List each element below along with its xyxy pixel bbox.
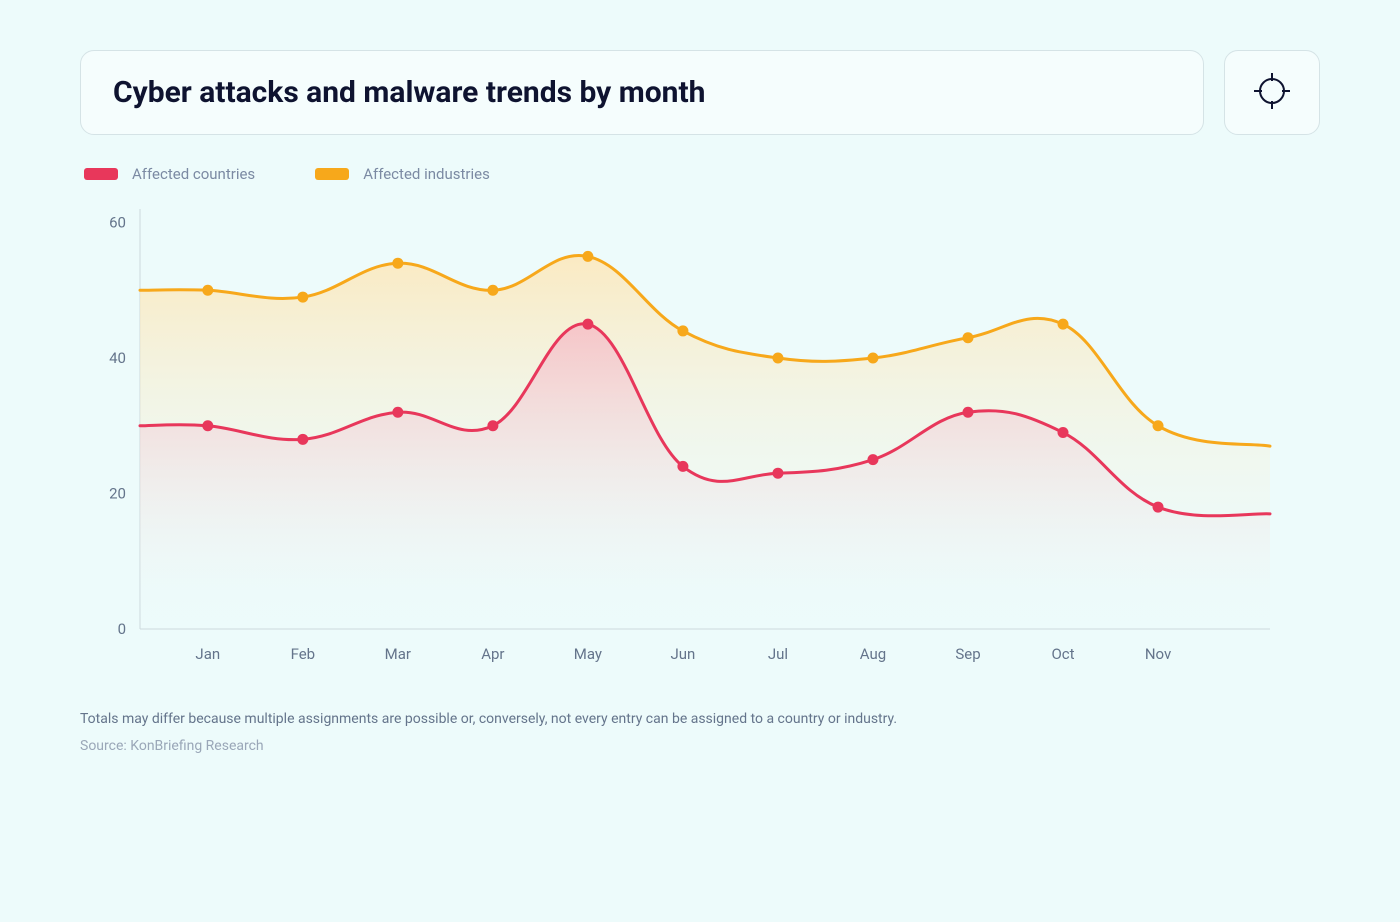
svg-text:20: 20 (109, 485, 126, 503)
chart-container: 0 20 40 60 Jan Feb Mar Apr May Jun Jul Aug Sep Oct Nov (80, 199, 1320, 683)
svg-text:Aug: Aug (860, 645, 886, 663)
crosshair-icon (1252, 71, 1292, 115)
footnote: Totals may differ because multiple assig… (80, 709, 1320, 757)
svg-text:Oct: Oct (1051, 645, 1074, 663)
legend-swatch (315, 168, 349, 180)
legend-swatch (84, 168, 118, 180)
icon-box (1224, 50, 1320, 135)
trends-chart: 0 20 40 60 Jan Feb Mar Apr May Jun Jul Aug Sep Oct Nov (80, 199, 1280, 679)
svg-text:Sep: Sep (955, 645, 980, 663)
svg-text:40: 40 (109, 349, 126, 367)
svg-text:Apr: Apr (481, 645, 504, 663)
svg-text:May: May (574, 645, 602, 663)
footnote-source: Source: KonBriefing Research (80, 736, 1320, 757)
svg-text:60: 60 (109, 214, 126, 232)
header-row: Cyber attacks and malware trends by mont… (80, 50, 1320, 135)
page-title: Cyber attacks and malware trends by mont… (113, 75, 705, 110)
legend-label: Affected countries (132, 165, 255, 183)
svg-text:0: 0 (118, 620, 126, 638)
svg-text:Jun: Jun (670, 645, 695, 663)
svg-text:Mar: Mar (385, 645, 411, 663)
svg-text:Jul: Jul (768, 645, 788, 663)
legend-label: Affected industries (363, 165, 490, 183)
chart-legend: Affected countries Affected industries (84, 165, 1320, 183)
svg-text:Jan: Jan (195, 645, 220, 663)
legend-item-0: Affected countries (84, 165, 255, 183)
svg-text:Feb: Feb (291, 645, 316, 663)
footnote-text: Totals may differ because multiple assig… (80, 709, 1320, 730)
legend-item-1: Affected industries (315, 165, 490, 183)
svg-text:Nov: Nov (1145, 645, 1171, 663)
title-box: Cyber attacks and malware trends by mont… (80, 50, 1204, 135)
